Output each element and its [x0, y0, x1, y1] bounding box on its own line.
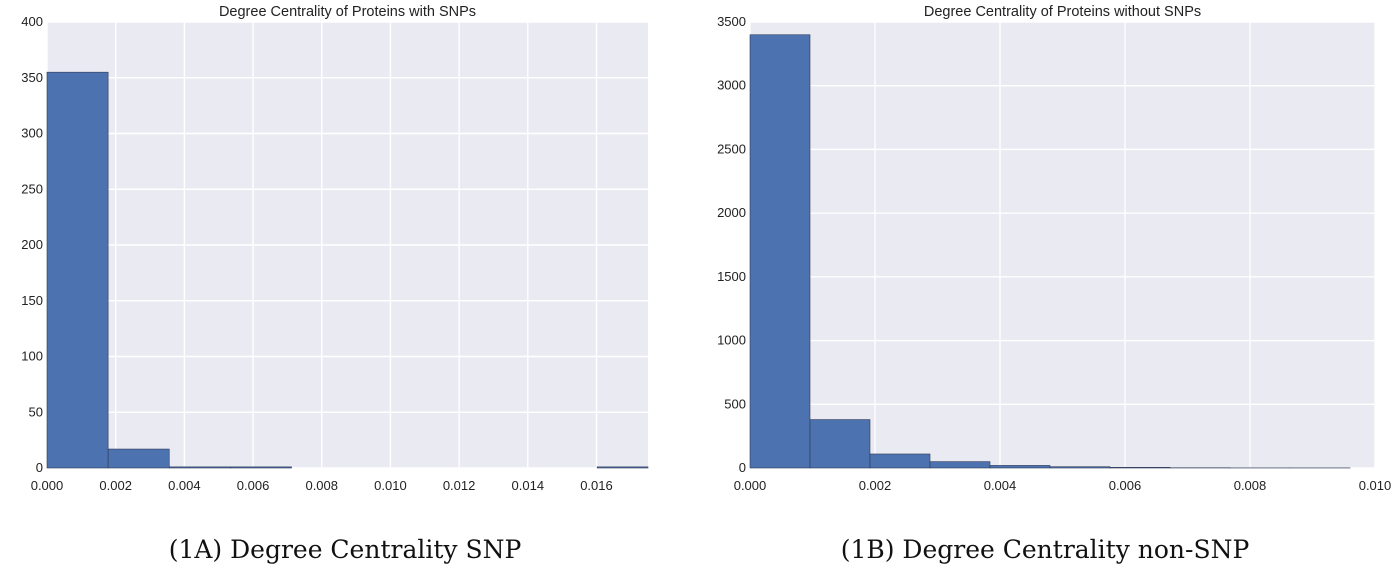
- x-tick-label: 0.016: [580, 478, 613, 493]
- caption-non-snp: (1B) Degree Centrality non-SNP: [840, 535, 1250, 564]
- chart-panel-non-snp: 0.000 0.002 0.004 0.006 0.008 0.010 0 500 1000 15…: [690, 0, 1400, 579]
- y-tick-label: 300: [21, 126, 43, 141]
- histogram-bar: [809, 419, 871, 469]
- histogram-bar: [749, 34, 811, 469]
- caption-snp: (1A) Degree Centrality SNP: [168, 535, 522, 564]
- plot-background: [750, 22, 1375, 468]
- histogram-bar: [989, 465, 1051, 469]
- y-tick-label: 400: [21, 14, 43, 29]
- x-tick-label: 0.008: [1234, 478, 1267, 493]
- x-tick-label: 0.002: [99, 478, 132, 493]
- y-tick-label: 2000: [717, 205, 746, 220]
- histogram-bar: [1049, 466, 1111, 469]
- x-tick-label: 0.014: [512, 478, 545, 493]
- y-tick-label: 50: [29, 404, 43, 419]
- y-tick-label: 0: [739, 460, 746, 475]
- y-tick-label: 500: [724, 396, 746, 411]
- histogram-non-snp: 0.000 0.002 0.004 0.006 0.008 0.010 0 500 1000 15…: [717, 4, 1392, 493]
- x-tick-label: 0.008: [305, 478, 338, 493]
- y-tick-label: 150: [21, 293, 43, 308]
- y-tick-label: 350: [21, 70, 43, 85]
- x-tick-label: 0.006: [237, 478, 270, 493]
- x-tick-label: 0.000: [734, 478, 767, 493]
- y-tick-label: 200: [21, 237, 43, 252]
- y-tick-label: 1500: [717, 269, 746, 284]
- histogram-bar: [929, 461, 991, 469]
- histogram-bar: [869, 453, 931, 469]
- histogram-bar: [596, 466, 649, 469]
- chart-panel-snp: 0.000 0.002 0.004 0.006 0.008 0.010 0.012 0.014…: [0, 0, 660, 579]
- x-tick-label: 0.002: [859, 478, 892, 493]
- y-tick-label: 2500: [717, 141, 746, 156]
- histogram-bar: [1109, 467, 1171, 469]
- x-tick-label: 0.006: [1109, 478, 1142, 493]
- histogram-bar: [107, 448, 170, 469]
- y-tick-label: 3000: [717, 78, 746, 93]
- y-tick-label: 3500: [717, 14, 746, 29]
- x-tick-label: 0.004: [984, 478, 1017, 493]
- y-tick-label: 0: [36, 460, 43, 475]
- histogram-bar: [230, 466, 292, 469]
- x-tick-label: 0.000: [31, 478, 64, 493]
- y-tick-label: 100: [21, 349, 43, 364]
- y-tick-label: 250: [21, 181, 43, 196]
- histogram-snp: 0.000 0.002 0.004 0.006 0.008 0.010 0.012 0.014…: [21, 4, 649, 493]
- chart-title: Degree Centrality of Proteins without SN…: [924, 4, 1201, 20]
- x-tick-label: 0.010: [1359, 478, 1392, 493]
- x-tick-label: 0.012: [443, 478, 476, 493]
- x-tick-label: 0.004: [168, 478, 201, 493]
- x-tick-label: 0.010: [374, 478, 407, 493]
- y-tick-label: 1000: [717, 333, 746, 348]
- chart-title: Degree Centrality of Proteins with SNPs: [219, 4, 476, 20]
- histogram-bar: [168, 466, 231, 469]
- histogram-bar: [46, 71, 109, 469]
